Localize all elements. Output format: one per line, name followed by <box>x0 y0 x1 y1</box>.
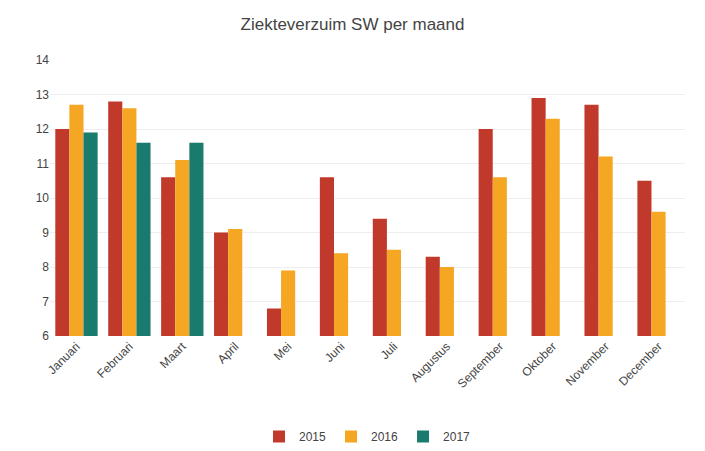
svg-text:12: 12 <box>36 122 50 136</box>
svg-text:Augustus: Augustus <box>408 339 453 384</box>
svg-text:6: 6 <box>42 329 49 343</box>
svg-text:September: September <box>455 339 506 390</box>
svg-text:Maart: Maart <box>157 339 189 371</box>
svg-text:Januari: Januari <box>45 339 83 377</box>
svg-text:April: April <box>215 339 242 366</box>
svg-text:14: 14 <box>36 53 50 67</box>
svg-text:13: 13 <box>36 88 50 102</box>
svg-text:November: November <box>563 339 612 388</box>
svg-text:Juni: Juni <box>322 339 347 364</box>
svg-text:2015: 2015 <box>299 430 326 444</box>
svg-text:9: 9 <box>42 226 49 240</box>
svg-text:8: 8 <box>42 260 49 274</box>
svg-text:7: 7 <box>42 295 49 309</box>
svg-text:Oktober: Oktober <box>519 339 559 379</box>
svg-text:10: 10 <box>36 191 50 205</box>
svg-text:Mei: Mei <box>271 339 295 363</box>
svg-text:December: December <box>616 339 665 388</box>
svg-text:Februari: Februari <box>94 339 135 380</box>
svg-text:2017: 2017 <box>443 430 470 444</box>
svg-text:2016: 2016 <box>371 430 398 444</box>
svg-text:Ziekteverzuim SW per maand: Ziekteverzuim SW per maand <box>241 15 465 34</box>
svg-text:Juli: Juli <box>378 339 401 362</box>
svg-text:11: 11 <box>37 157 50 171</box>
